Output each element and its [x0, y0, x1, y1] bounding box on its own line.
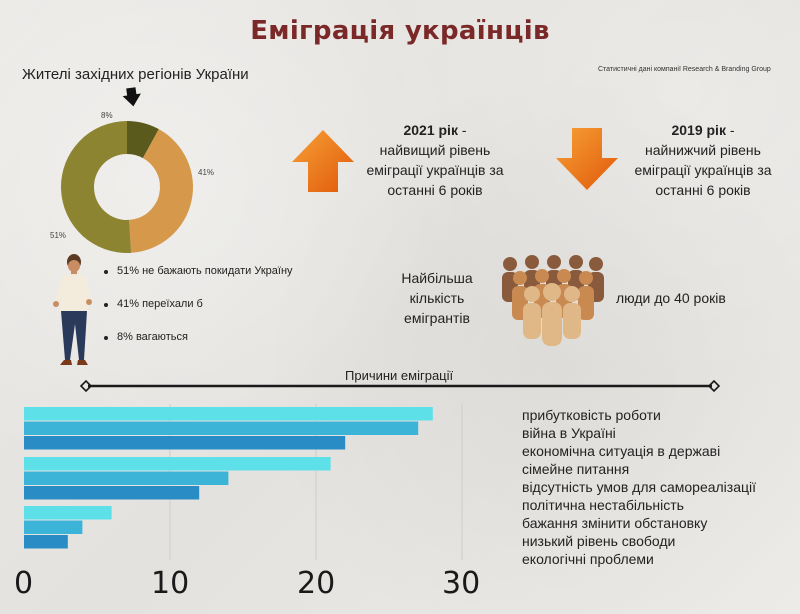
most-emigrants-text: Найбільша кількість емігрантів — [401, 270, 473, 326]
reason-list: прибутковість роботи війна в Україні еко… — [522, 406, 756, 568]
age-text: люди до 40 років — [616, 290, 726, 306]
reason-label: економічна ситуація в державі — [522, 443, 721, 459]
donut-pct-label-8: 8% — [101, 111, 113, 120]
reasons-title: Причини еміграції — [345, 368, 454, 383]
reason-label: низький рівень свободи — [522, 533, 676, 549]
donut-slice — [61, 121, 132, 253]
stat-2019: 2019 рік - найнижчий рівень еміграції ук… — [634, 122, 772, 198]
legend-item: 8% вагаються — [104, 331, 293, 364]
reason-label: політична нестабільність — [522, 497, 684, 513]
x-tick-label: 10 — [151, 566, 190, 601]
donut-caption: Жителі західних регіонів України — [22, 66, 249, 83]
donut-legend: 51% не бажають покидати Україну 41% пере… — [104, 265, 293, 364]
reason-label: бажання змінити обстановку — [522, 515, 708, 531]
reason-bar — [24, 535, 68, 549]
donut-pct-label-41: 41% — [198, 168, 215, 177]
source-note: Статистичні дані компанії Research & Bra… — [598, 66, 771, 73]
reason-label: екологічні проблеми — [522, 551, 654, 567]
stat-2021: 2021 рік - найвищий рівень еміграції укр… — [366, 122, 504, 198]
reason-label: сімейне питання — [522, 461, 630, 477]
donut-slice — [127, 120, 159, 159]
reason-bar — [24, 486, 200, 500]
legend-item: 41% переїхали б — [104, 298, 293, 331]
reason-bar — [24, 457, 331, 471]
reason-bar — [24, 436, 346, 450]
man-illustration — [53, 254, 92, 365]
reason-bar — [24, 471, 229, 485]
reason-bar — [24, 506, 112, 520]
x-tick-label: 0 — [14, 566, 34, 601]
up-arrow-icon — [292, 130, 354, 192]
x-tick-label: 20 — [297, 566, 336, 601]
reason-bar — [24, 520, 83, 534]
page-title: Еміграція українців — [250, 16, 550, 46]
reason-label: війна в Україні — [522, 425, 616, 441]
x-tick-label: 30 — [442, 566, 481, 601]
reason-label: прибутковість роботи — [522, 407, 661, 423]
down-arrow-big-icon — [556, 128, 618, 190]
reason-bar — [24, 407, 433, 421]
people-group-icon — [502, 255, 604, 346]
reason-bar — [24, 421, 419, 435]
donut-slice — [129, 129, 194, 253]
reason-label: відсутність умов для самореалізації — [522, 479, 757, 495]
donut-pct-label-51: 51% — [50, 231, 67, 240]
legend-item: 51% не бажають покидати Україну — [104, 265, 293, 298]
